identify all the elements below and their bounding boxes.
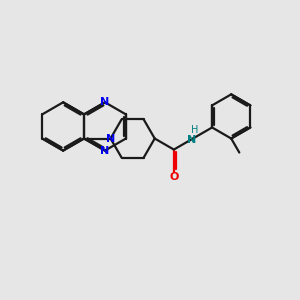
- Text: N: N: [100, 146, 110, 156]
- Text: O: O: [169, 172, 178, 182]
- Text: N: N: [187, 135, 196, 145]
- Text: H: H: [191, 125, 198, 135]
- Text: N: N: [100, 97, 110, 107]
- Text: N: N: [106, 134, 115, 143]
